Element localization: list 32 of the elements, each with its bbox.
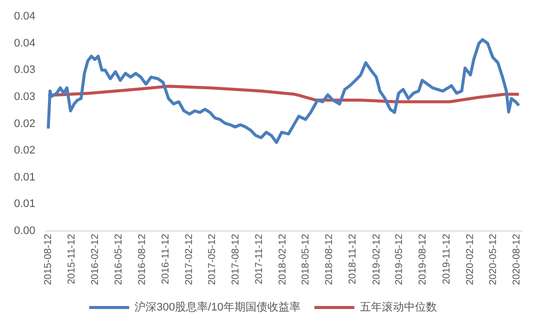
legend-label: 五年滚动中位数: [360, 300, 437, 314]
x-tick-label: 2019-02-12: [371, 233, 382, 286]
y-tick-label: 0.04: [14, 10, 36, 23]
x-tick-label: 2016-11-12: [160, 233, 172, 284]
y-tick-label: 0.00: [14, 224, 36, 237]
x-tick-label: 2020-02-12: [464, 233, 476, 286]
x-tick-label: 2016-02-12: [90, 233, 102, 286]
x-tick-label: 2018-02-12: [278, 233, 289, 286]
y-tick-label: 0.01: [14, 198, 36, 210]
y-tick-label: 0.01: [14, 171, 36, 184]
x-tick-label: 2018-11-12: [348, 233, 359, 284]
x-tick-label: 2017-08-12: [230, 233, 242, 286]
x-tick-label: 2019-08-12: [418, 233, 429, 286]
x-tick-label: 2016-05-12: [113, 233, 124, 286]
x-tick-label: 2020-05-12: [488, 233, 500, 286]
x-tick-label: 2019-05-12: [394, 233, 406, 286]
y-tick-label: 0.03: [14, 64, 36, 76]
x-tick-label: 2019-11-12: [441, 233, 452, 284]
x-tick-label: 2015-11-12: [66, 233, 78, 284]
x-tick-label: 2015-08-12: [42, 233, 54, 286]
y-tick-label: 0.03: [14, 90, 36, 103]
x-tick-label: 2017-02-12: [184, 233, 196, 286]
y-tick-label: 0.02: [14, 118, 36, 130]
x-tick-label: 2017-11-12: [254, 233, 266, 284]
x-tick-label: 2018-05-12: [300, 233, 312, 286]
x-tick-label: 2017-05-12: [206, 233, 218, 286]
y-tick-label: 0.02: [14, 144, 36, 157]
legend-label: 沪深300股息率/10年期国债收益率: [134, 300, 300, 314]
y-tick-label: 0.04: [14, 37, 36, 50]
x-tick-label: 2016-08-12: [136, 233, 148, 286]
x-tick-label: 2018-08-12: [324, 233, 336, 286]
x-tick-label: 2020-08-12: [512, 233, 523, 286]
